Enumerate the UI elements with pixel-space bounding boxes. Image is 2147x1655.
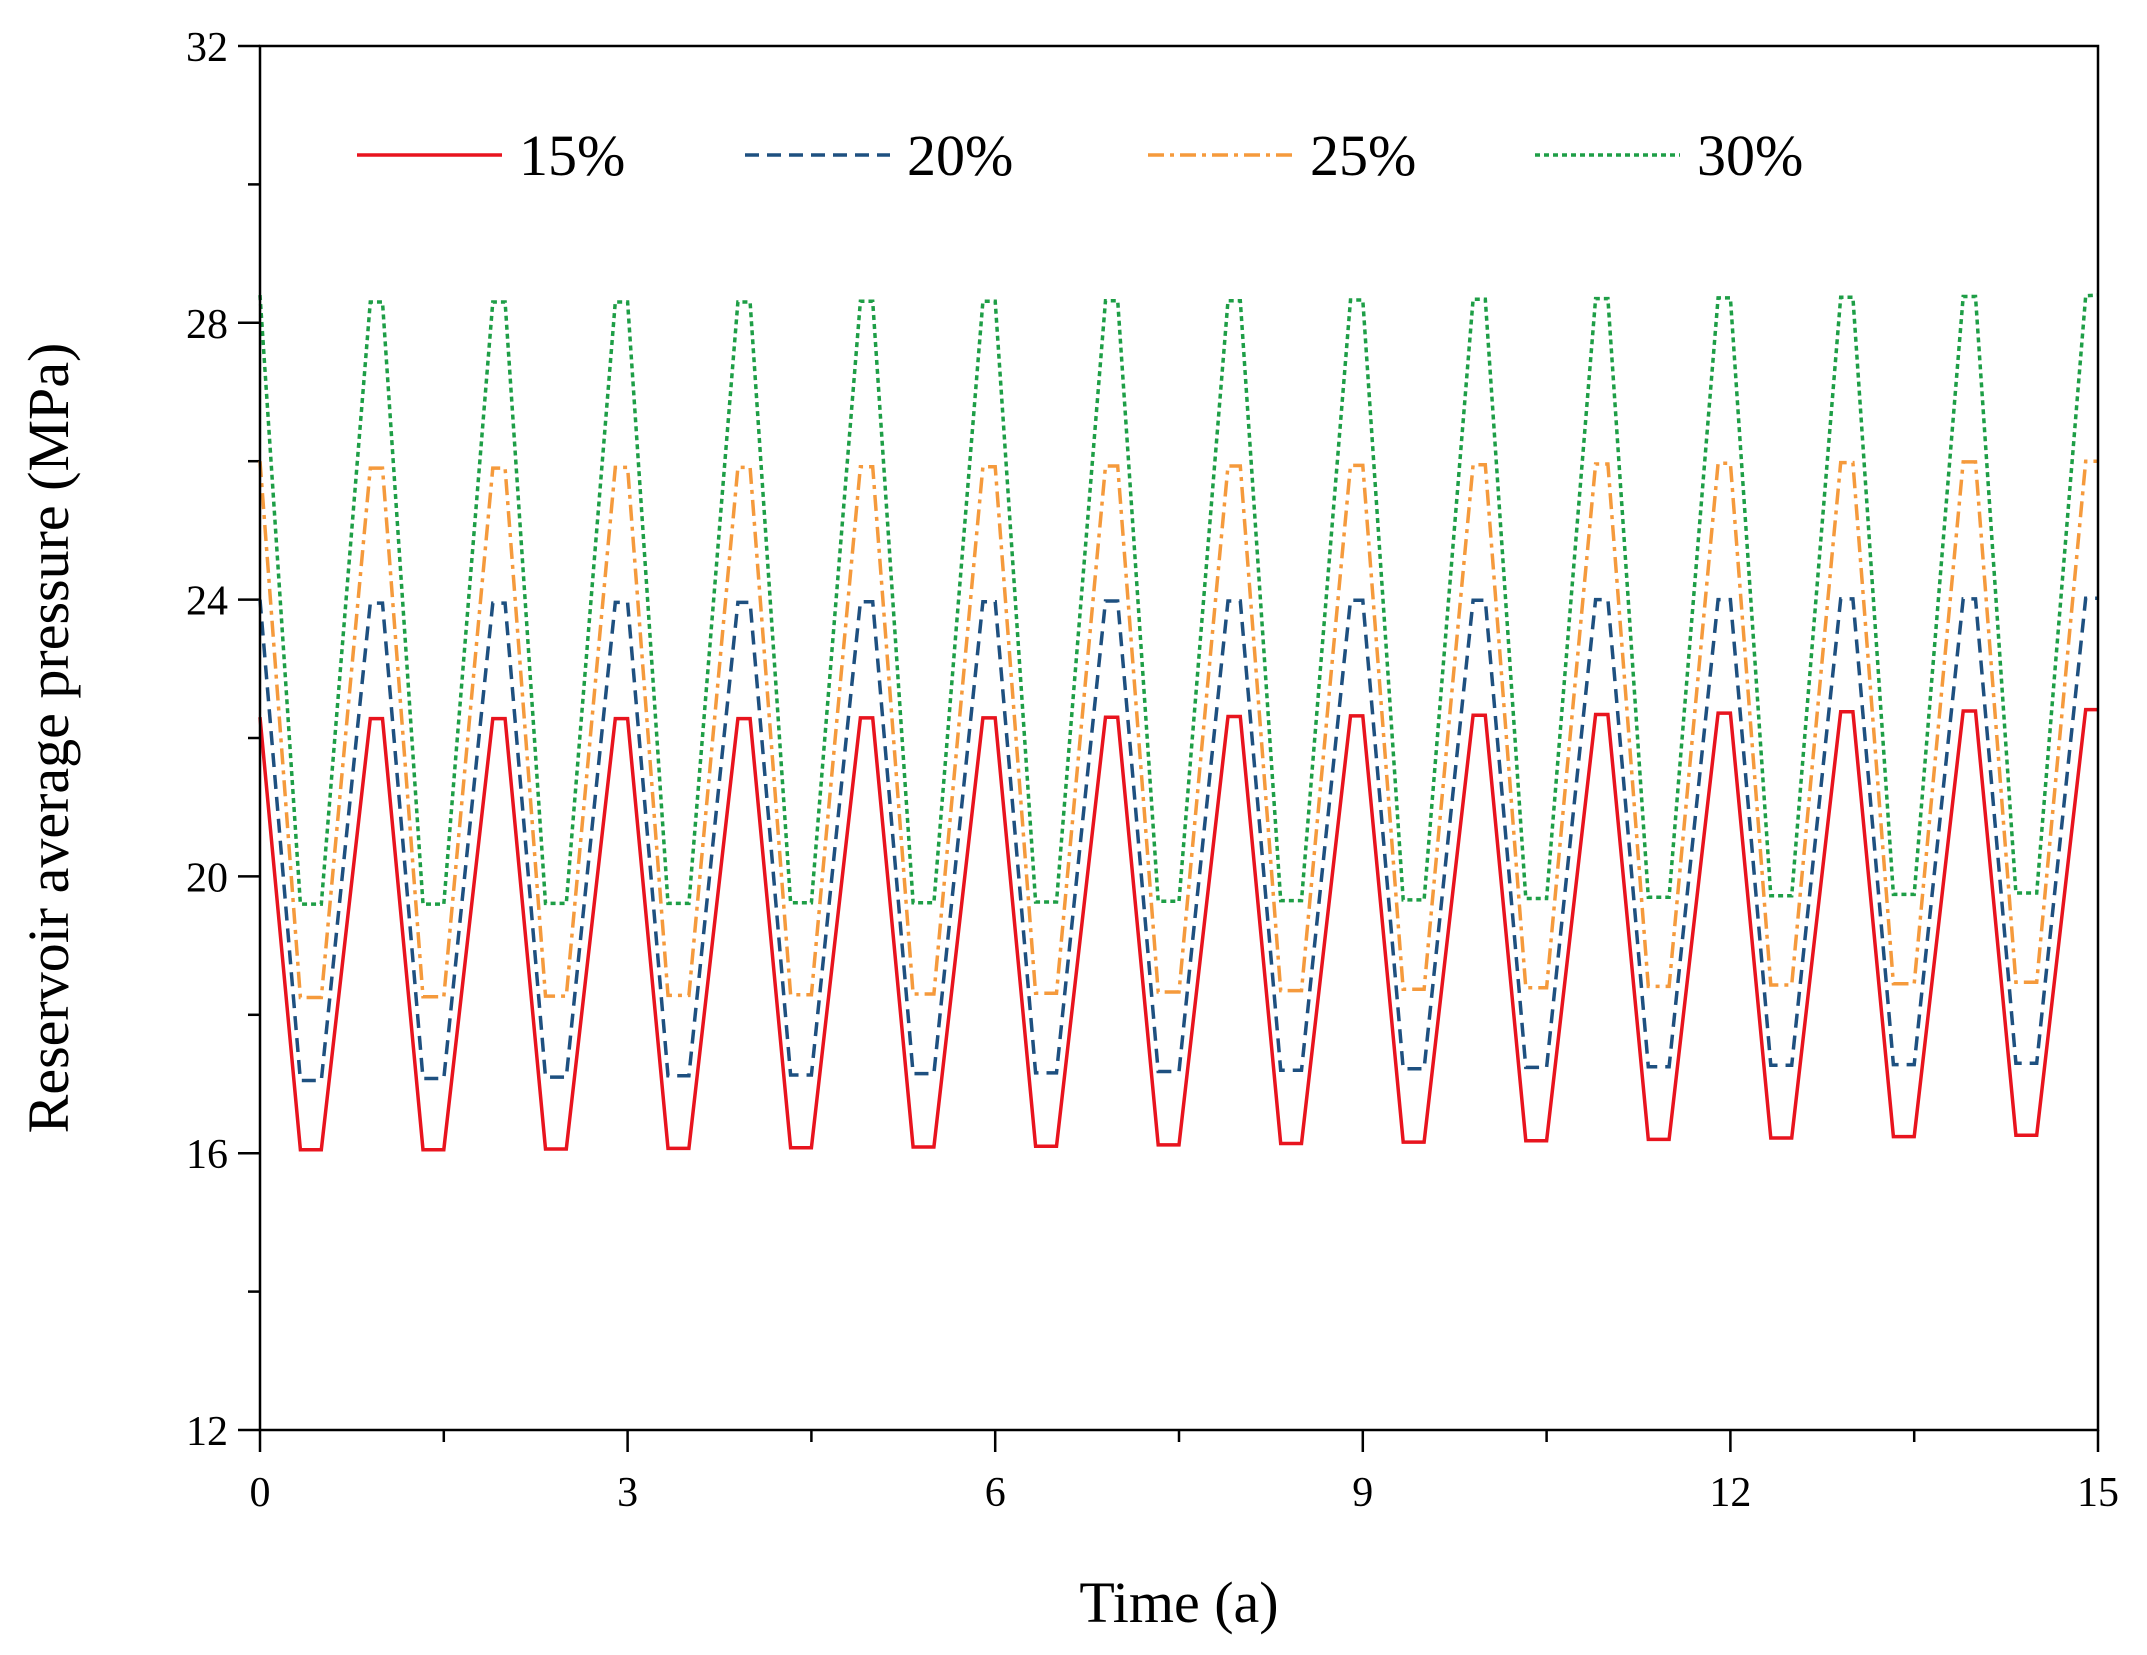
y-tick-label: 12 <box>186 1409 228 1455</box>
y-axis-title: Reservoir average pressure (MPa) <box>16 343 81 1134</box>
x-tick-label: 0 <box>250 1470 271 1516</box>
legend-label-30pct: 30% <box>1697 123 1803 188</box>
series-line-30pct <box>258 293 2099 906</box>
legend-label-20pct: 20% <box>907 123 1013 188</box>
y-tick-label: 24 <box>186 579 228 625</box>
legend-label-25pct: 25% <box>1310 123 1416 188</box>
series-layer <box>258 293 2099 1152</box>
x-axis-title: Time (a) <box>1079 1570 1278 1635</box>
x-tick-label: 3 <box>617 1470 638 1516</box>
x-tick-label: 15 <box>2077 1470 2119 1516</box>
y-tick-label: 16 <box>186 1132 228 1178</box>
minor-ticks <box>248 183 1916 1442</box>
major-ticks <box>238 44 2100 1452</box>
plot-frame <box>258 44 2100 1432</box>
series-line-15pct <box>258 707 2098 1152</box>
x-tick-labels: 0 3 6 9 12 15 <box>250 1470 2120 1516</box>
x-tick-label: 12 <box>1709 1470 1751 1516</box>
series-line-20pct <box>258 596 2098 1083</box>
y-tick-label: 20 <box>186 855 228 901</box>
legend-label-15pct: 15% <box>519 123 625 188</box>
y-tick-labels: 12 16 20 24 28 32 <box>186 25 228 1455</box>
x-tick-label: 6 <box>985 1470 1006 1516</box>
y-tick-label: 28 <box>186 302 228 348</box>
series-line-25pct <box>258 459 2098 1000</box>
legend: 15% 20% 25% 30% <box>357 123 1803 188</box>
y-tick-label: 32 <box>186 25 228 71</box>
x-tick-label: 9 <box>1352 1470 1373 1516</box>
